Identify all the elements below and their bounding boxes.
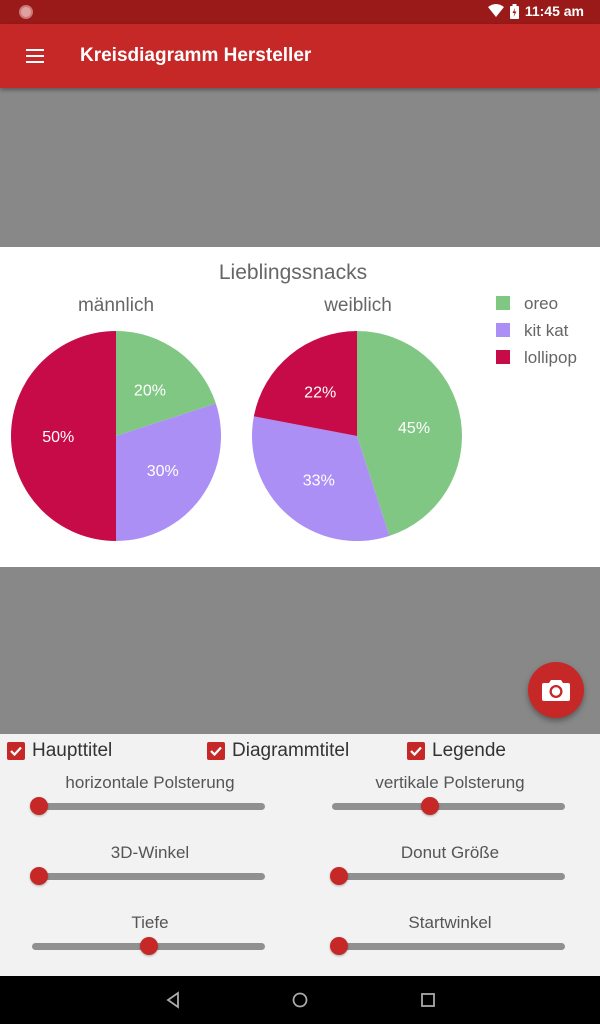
wifi-icon <box>487 4 504 17</box>
slice-label: 33% <box>303 472 335 489</box>
slider-vertikale-polsterung[interactable] <box>332 795 565 815</box>
legend-swatch <box>496 323 510 337</box>
slider-thumb[interactable] <box>29 797 48 815</box>
legend-label: oreo <box>524 294 558 313</box>
menu-icon <box>26 49 44 51</box>
checkbox-haupttitel[interactable]: Haupttitel <box>7 740 112 762</box>
slider-thumb[interactable] <box>329 937 348 955</box>
checkbox-label: Haupttitel <box>32 740 113 761</box>
legend-swatch <box>496 350 510 364</box>
checkbox-legende[interactable]: Legende <box>407 740 506 762</box>
status-icons: 11:45 am <box>487 3 584 19</box>
pie-slice <box>253 331 357 436</box>
checkbox-label: Legende <box>432 740 506 761</box>
slider-3d-winkel[interactable] <box>29 865 265 885</box>
pie-title: männlich <box>78 295 154 316</box>
checkbox-checked-icon <box>407 742 425 760</box>
slider-thumb[interactable] <box>29 867 48 885</box>
slider-horizontale-polsterung[interactable] <box>29 795 265 815</box>
legend-label: kit kat <box>524 321 569 340</box>
slice-label: 20% <box>134 382 166 399</box>
camera-button[interactable] <box>528 662 584 718</box>
slice-label: 50% <box>42 429 74 446</box>
pie-slice <box>11 331 116 541</box>
app-title: Kreisdiagramm Hersteller <box>80 45 312 66</box>
checkbox-checked-icon <box>7 742 25 760</box>
slice-label: 22% <box>304 385 336 402</box>
slider-label-vertikale-polsterung: vertikale Polsterung <box>375 773 525 792</box>
status-time: 11:45 am <box>524 3 584 19</box>
controls-panel: Haupttitel Diagrammtitel Legende horizon… <box>0 734 600 976</box>
slider-tiefe[interactable] <box>32 935 265 955</box>
checkbox-diagrammtitel[interactable]: Diagrammtitel <box>207 740 349 762</box>
slider-thumb[interactable] <box>139 937 158 955</box>
legend-swatch <box>496 296 510 310</box>
pie-chart: Lieblingssnacks männlich 20% 30% 50% weiblic… <box>11 261 577 541</box>
back-icon[interactable] <box>163 990 183 1010</box>
slider-donut-groesse[interactable] <box>329 865 565 885</box>
chart-title: Lieblingssnacks <box>219 261 367 284</box>
slider-thumb[interactable] <box>329 867 348 885</box>
pie-title: weiblich <box>323 295 392 316</box>
pie-slice <box>357 331 463 536</box>
chart-card: Lieblingssnacks männlich 20% 30% 50% weiblic… <box>0 247 600 567</box>
recents-icon[interactable] <box>418 990 438 1010</box>
pie-slice <box>252 416 390 541</box>
camera-icon <box>542 680 570 701</box>
slider-label-startwinkel: Startwinkel <box>408 913 492 932</box>
slider-label-horizontale-polsterung: horizontale Polsterung <box>65 773 235 792</box>
pie-slice <box>116 403 221 541</box>
pie-slice <box>116 331 216 436</box>
notification-icon <box>19 5 33 19</box>
checkbox-label: Diagrammtitel <box>232 740 350 761</box>
slider-startwinkel[interactable] <box>329 935 565 955</box>
navigation-bar <box>0 976 600 1024</box>
slice-label: 45% <box>398 420 430 437</box>
slider-label-3d-winkel: 3D-Winkel <box>110 843 190 862</box>
status-bar: 11:45 am <box>0 0 600 24</box>
legend-label: lollipop <box>524 348 577 367</box>
slice-label: 30% <box>147 463 179 480</box>
battery-icon <box>509 3 519 19</box>
slider-thumb[interactable] <box>420 797 439 815</box>
slider-label-tiefe: Tiefe <box>131 913 169 932</box>
checkbox-checked-icon <box>207 742 225 760</box>
slider-label-donut-groesse: Donut Größe <box>400 843 500 862</box>
menu-button[interactable] <box>20 42 52 70</box>
home-icon[interactable] <box>290 990 310 1010</box>
app-bar: Kreisdiagramm Hersteller <box>0 24 600 88</box>
